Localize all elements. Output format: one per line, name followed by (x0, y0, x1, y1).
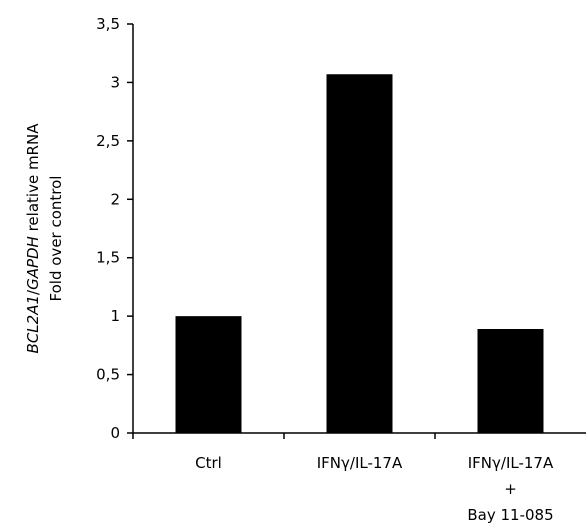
y-axis-title-gene-b: GAPDH (24, 236, 42, 290)
y-axis-title-rest: relative mRNA (24, 123, 42, 236)
y-tick-label: 0,5 (96, 366, 120, 384)
y-tick-label: 3 (110, 73, 120, 91)
x-tick-label: IFNγ/IL-17A (317, 454, 403, 472)
x-tick-label: Ctrl (195, 454, 222, 472)
y-tick-label: 3,5 (96, 15, 120, 33)
y-axis-title-line1: BCL2A1/GAPDH relative mRNA (24, 123, 42, 354)
x-axis: Ctrl IFNγ/IL-17A IFNγ/IL-17A + Bay 11-085 (132, 432, 586, 524)
y-tick-label: 0 (110, 424, 120, 442)
y-axis-title-line2: Fold over control (47, 176, 65, 302)
bar (326, 74, 393, 434)
x-tick-label: IFNγ/IL-17A (468, 454, 554, 472)
y-axis-title-separator: / (24, 289, 42, 295)
x-tick-label: Bay 11-085 (467, 506, 553, 524)
y-tick-label: 2,5 (96, 132, 120, 150)
y-axis: 0 0,5 1 1,5 2 2,5 3 3,5 (96, 15, 134, 442)
y-axis-title-gene-a: BCL2A1 (24, 295, 42, 353)
bar (477, 328, 544, 433)
y-tick-label: 1,5 (96, 249, 120, 267)
bars-group (175, 74, 544, 434)
y-tick-label: 2 (110, 190, 120, 208)
bar (175, 316, 242, 433)
y-axis-title: BCL2A1/GAPDH relative mRNA Fold over con… (24, 123, 65, 354)
x-tick-label: + (504, 480, 517, 498)
y-tick-label: 1 (110, 307, 120, 325)
